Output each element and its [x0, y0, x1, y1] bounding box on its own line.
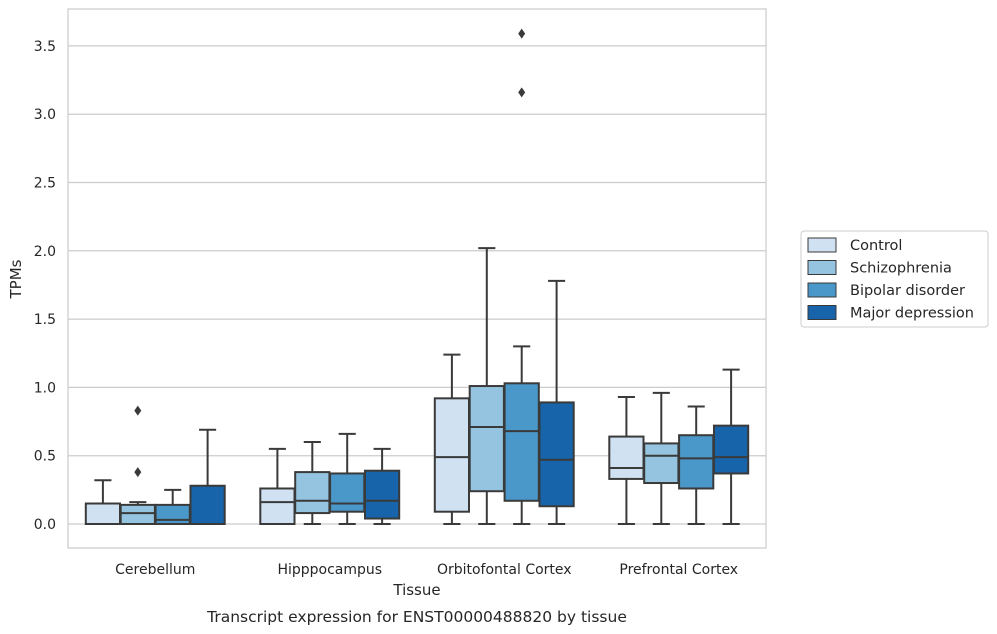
legend-swatch: [807, 282, 837, 298]
box-groups: [84, 28, 750, 526]
outlier-point: [518, 28, 526, 39]
box-control: [84, 479, 122, 526]
box-iqr: [712, 424, 750, 475]
x-tick-label: Cerebellum: [115, 562, 195, 578]
legend-swatch: [807, 237, 837, 253]
y-tick-label: 1.5: [34, 312, 56, 328]
legend-swatch: [807, 305, 837, 320]
chart-caption: Transcript expression for ENST0000048882…: [206, 608, 627, 626]
box-iqr: [643, 442, 680, 485]
legend: Control Schizophrenia Bipolar disorder Majo…: [800, 230, 989, 328]
box-iqr: [259, 487, 296, 526]
box-major-depression: [189, 428, 226, 526]
y-axis-label: TPMs: [7, 259, 25, 299]
box-major-depression: [363, 447, 401, 525]
y-tick-label: 3.5: [34, 39, 56, 55]
legend-label: Major depression: [850, 306, 974, 322]
outlier-point: [518, 87, 526, 98]
box-schizophrenia: [643, 391, 680, 525]
box-iqr: [84, 502, 122, 526]
legend-label: Bipolar disorder: [850, 283, 965, 299]
y-tick-label: 3.0: [34, 107, 56, 123]
box-iqr: [433, 397, 471, 513]
x-tick-label: Hipppocampus: [277, 562, 382, 578]
y-axis-ticks: 0.0 0.5 1.0 1.5 2.0 2.5 3.0 3.5: [34, 39, 56, 533]
outlier-point: [134, 405, 142, 416]
box-iqr: [608, 435, 645, 480]
box-iqr: [329, 472, 366, 513]
outlier-point: [134, 467, 142, 478]
plot-frame: [67, 8, 767, 549]
legend-frame: [800, 230, 989, 328]
box-iqr: [363, 469, 401, 520]
legend-label: Control: [850, 238, 902, 254]
box-iqr: [538, 401, 575, 508]
x-tick-label: Prefrontal Cortex: [619, 562, 738, 578]
box-iqr: [678, 434, 715, 490]
y-tick-label: 2.0: [34, 244, 56, 260]
x-axis-ticks: Cerebellum Hipppocampus Orbitofontal Corte…: [115, 562, 738, 578]
box-iqr: [189, 484, 226, 526]
x-tick-label: Orbitofontal Cortex: [437, 562, 572, 578]
box-iqr: [503, 382, 540, 502]
box-iqr: [468, 385, 505, 493]
box-major-depression: [712, 368, 750, 525]
box-iqr: [154, 503, 191, 526]
box-control: [608, 395, 645, 525]
x-axis-label: Tissue: [392, 581, 440, 599]
box-bipolar-disorder: [503, 28, 540, 525]
y-tick-label: 0.0: [34, 517, 56, 533]
box-schizophrenia: [294, 441, 331, 525]
y-tick-label: 0.5: [34, 449, 56, 465]
box-schizophrenia: [119, 405, 156, 526]
box-bipolar-disorder: [678, 405, 715, 525]
box-control: [433, 353, 471, 525]
box-schizophrenia: [468, 247, 505, 525]
legend-swatch: [807, 260, 837, 275]
y-tick-label: 1.0: [34, 380, 56, 396]
box-major-depression: [538, 279, 575, 525]
legend-label: Schizophrenia: [850, 261, 952, 277]
box-iqr: [119, 503, 156, 526]
box-bipolar-disorder: [154, 488, 191, 526]
y-tick-label: 2.5: [34, 176, 56, 192]
box-iqr: [294, 471, 331, 515]
